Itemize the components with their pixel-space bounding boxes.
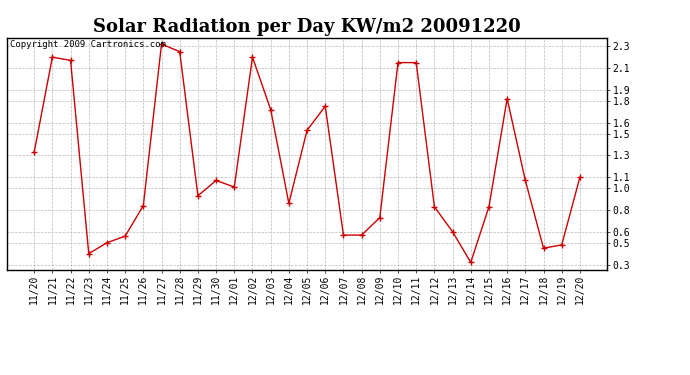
Title: Solar Radiation per Day KW/m2 20091220: Solar Radiation per Day KW/m2 20091220 bbox=[93, 18, 521, 36]
Text: Copyright 2009 Cartronics.com: Copyright 2009 Cartronics.com bbox=[10, 40, 166, 49]
